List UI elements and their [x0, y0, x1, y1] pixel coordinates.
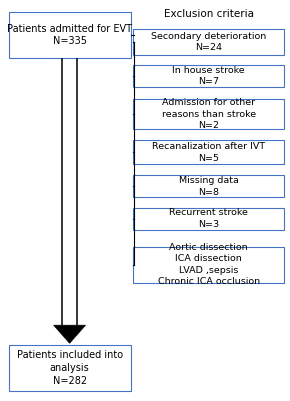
Text: Recurrent stroke
N=3: Recurrent stroke N=3	[169, 209, 248, 229]
FancyBboxPatch shape	[133, 99, 284, 129]
FancyBboxPatch shape	[133, 175, 284, 197]
Text: Admission for other
reasons than stroke
N=2: Admission for other reasons than stroke …	[162, 98, 256, 130]
Text: Exclusion criteria: Exclusion criteria	[164, 9, 254, 19]
FancyBboxPatch shape	[133, 29, 284, 55]
Text: In house stroke
N=7: In house stroke N=7	[173, 66, 245, 86]
Polygon shape	[54, 325, 86, 343]
FancyBboxPatch shape	[133, 208, 284, 229]
Text: Patients included into
analysis
N=282: Patients included into analysis N=282	[17, 350, 123, 386]
FancyBboxPatch shape	[133, 65, 284, 87]
FancyBboxPatch shape	[133, 140, 284, 164]
FancyBboxPatch shape	[9, 345, 130, 391]
Text: Recanalization after IVT
N=5: Recanalization after IVT N=5	[152, 142, 265, 162]
FancyBboxPatch shape	[9, 12, 130, 58]
Text: Secondary deterioration
N=24: Secondary deterioration N=24	[151, 32, 267, 52]
FancyBboxPatch shape	[133, 247, 284, 283]
Text: Missing data
N=8: Missing data N=8	[179, 176, 239, 196]
Text: Patients admitted for EVT
N=335: Patients admitted for EVT N=335	[7, 24, 132, 47]
Text: Aortic dissection
ICA dissection
LVAD ,sepsis
Chronic ICA occlusion: Aortic dissection ICA dissection LVAD ,s…	[158, 243, 260, 286]
